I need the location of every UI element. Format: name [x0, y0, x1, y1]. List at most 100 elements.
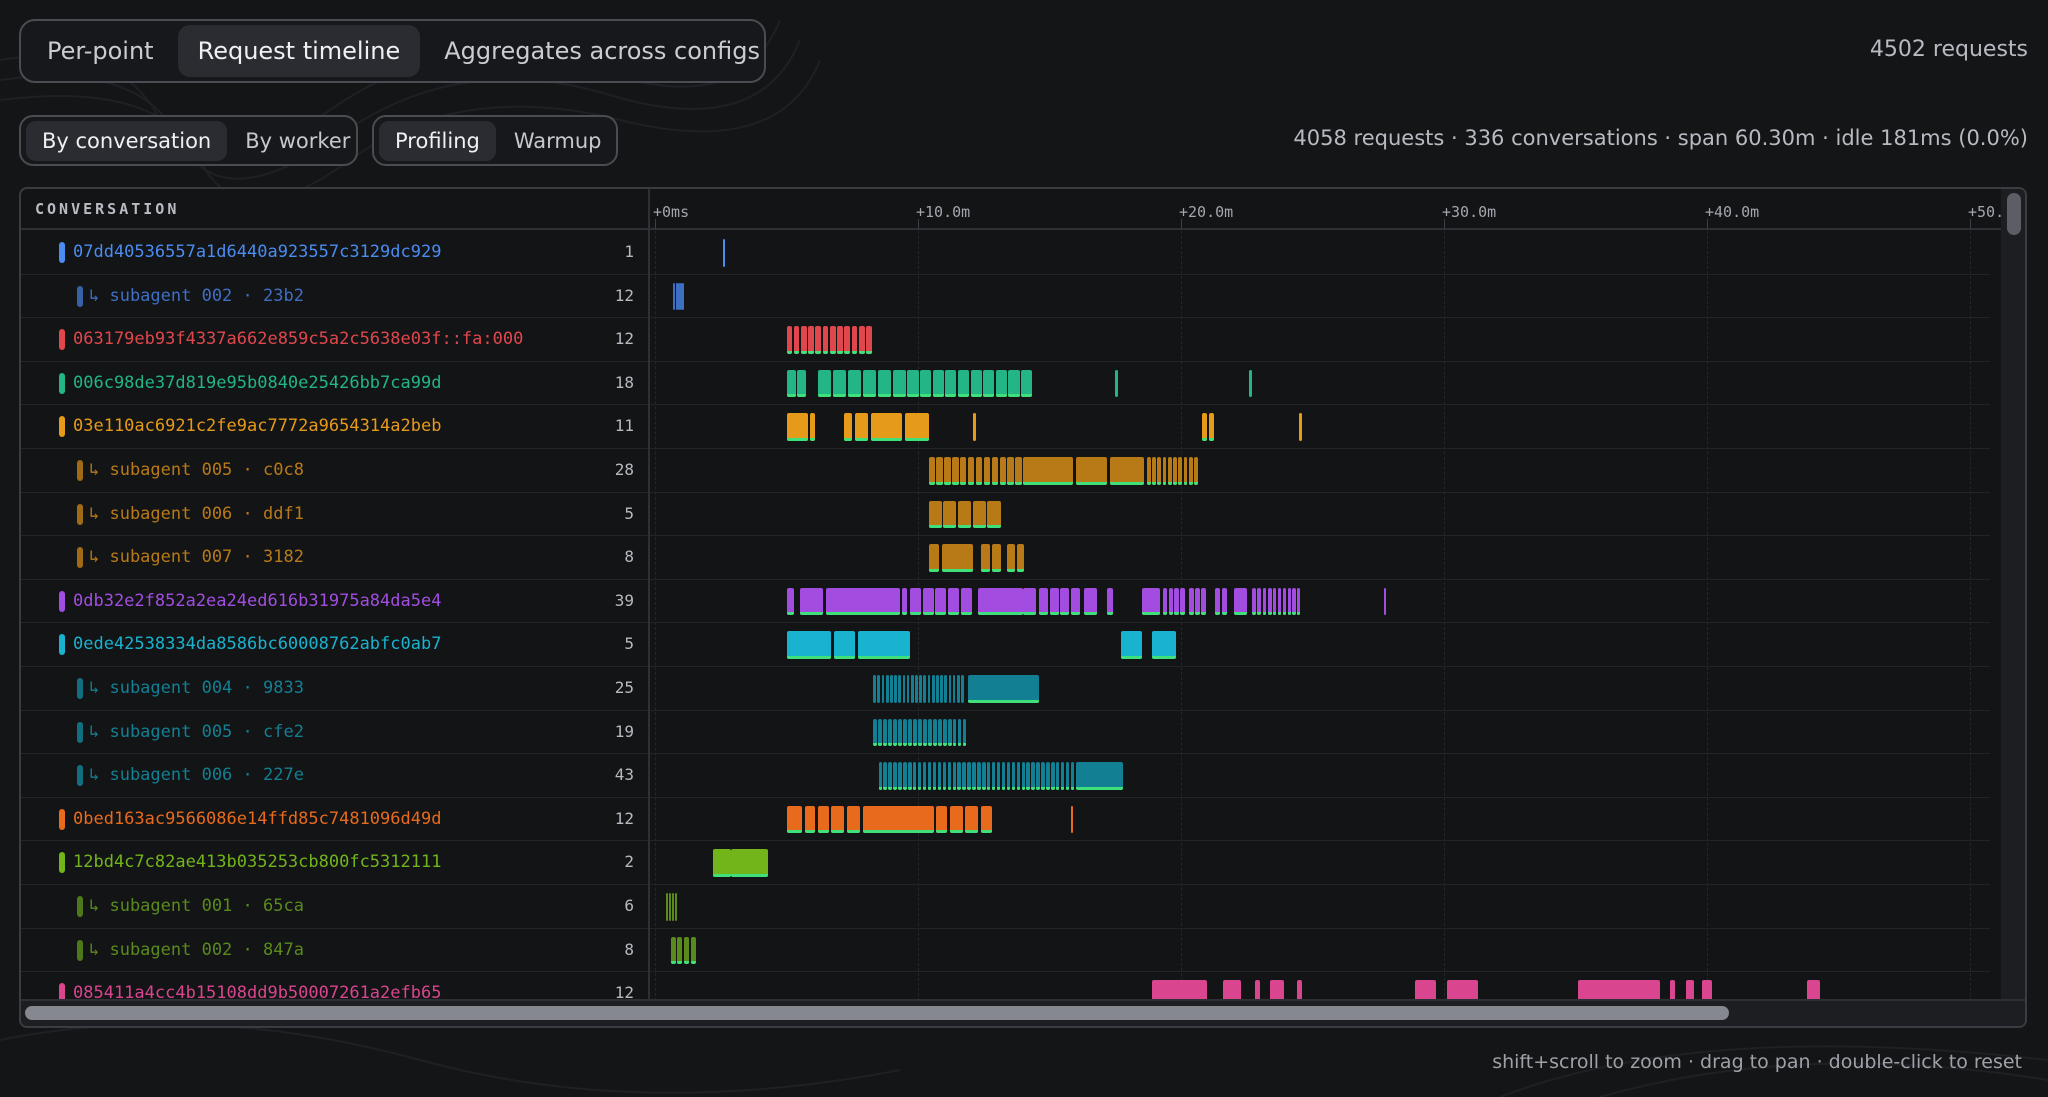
- request-bar[interactable]: [928, 544, 940, 572]
- request-bar[interactable]: [1249, 369, 1252, 398]
- subagent-row[interactable]: ↳ subagent 001 · 65ca 6: [21, 885, 648, 929]
- request-bar[interactable]: [1021, 369, 1033, 398]
- request-bar[interactable]: [943, 500, 957, 529]
- request-bar[interactable]: [1167, 457, 1172, 485]
- request-bar[interactable]: [877, 675, 881, 703]
- request-bar[interactable]: [675, 282, 678, 311]
- request-bar[interactable]: [1806, 980, 1821, 1001]
- request-bar[interactable]: [938, 718, 942, 747]
- request-bar[interactable]: [893, 762, 897, 790]
- tab-per-point[interactable]: Per-point: [47, 37, 154, 65]
- request-bar[interactable]: [883, 718, 887, 747]
- request-bar[interactable]: [818, 805, 829, 834]
- request-bar[interactable]: [1016, 544, 1025, 572]
- request-bar[interactable]: [1299, 413, 1302, 441]
- conversation-row[interactable]: 006c98de37d819e95b0840e25426bb7ca99d 18: [21, 362, 648, 406]
- subagent-row[interactable]: ↳ subagent 002 · 23b2 12: [21, 275, 648, 319]
- request-bar[interactable]: [1056, 762, 1060, 790]
- request-bar[interactable]: [808, 326, 814, 354]
- request-bar[interactable]: [1120, 631, 1142, 659]
- request-bar[interactable]: [902, 587, 908, 616]
- request-bar[interactable]: [1152, 631, 1176, 659]
- request-bar[interactable]: [918, 718, 922, 747]
- request-bar[interactable]: [953, 718, 957, 747]
- request-bar[interactable]: [967, 762, 971, 790]
- request-bar[interactable]: [681, 282, 684, 311]
- request-bar[interactable]: [1023, 587, 1037, 616]
- request-bar[interactable]: [961, 675, 964, 703]
- request-bar[interactable]: [1223, 980, 1242, 1001]
- request-bar[interactable]: [1051, 762, 1055, 790]
- request-bar[interactable]: [928, 718, 932, 747]
- request-bar[interactable]: [902, 675, 906, 703]
- request-bar[interactable]: [1008, 369, 1020, 398]
- request-bar[interactable]: [1109, 457, 1145, 485]
- request-bar[interactable]: [983, 457, 991, 485]
- conversation-row[interactable]: 0bed163ac9566086e14ffd85c7481096d49d 12: [21, 798, 648, 842]
- subagent-row[interactable]: ↳ subagent 006 · 227e 43: [21, 754, 648, 798]
- request-bar[interactable]: [1031, 762, 1035, 790]
- request-bar[interactable]: [786, 413, 808, 441]
- request-bar[interactable]: [1297, 587, 1301, 616]
- request-bar[interactable]: [898, 675, 902, 703]
- request-bar[interactable]: [786, 369, 796, 398]
- request-bar[interactable]: [983, 369, 995, 398]
- request-bar[interactable]: [1180, 587, 1185, 616]
- request-bar[interactable]: [936, 805, 947, 834]
- request-bar[interactable]: [1046, 762, 1050, 790]
- request-bar[interactable]: [1273, 587, 1277, 616]
- request-bar[interactable]: [883, 762, 887, 790]
- request-bar[interactable]: [957, 762, 961, 790]
- request-bar[interactable]: [933, 718, 937, 747]
- request-bar[interactable]: [1282, 587, 1286, 616]
- request-bar[interactable]: [923, 675, 927, 703]
- request-bar[interactable]: [970, 369, 982, 398]
- request-bar[interactable]: [810, 413, 816, 441]
- request-bar[interactable]: [1277, 587, 1282, 616]
- request-bar[interactable]: [913, 718, 917, 747]
- request-bar[interactable]: [957, 369, 970, 398]
- horizontal-scrollbar[interactable]: [21, 999, 2025, 1026]
- request-bar[interactable]: [904, 413, 929, 441]
- request-bar[interactable]: [1262, 587, 1267, 616]
- request-bar[interactable]: [1038, 587, 1048, 616]
- request-bar[interactable]: [818, 369, 832, 398]
- request-bar[interactable]: [786, 805, 803, 834]
- conversation-row[interactable]: 0ede42538334da8586bc60008762abfc0ab7 5: [21, 623, 648, 667]
- tab-request-timeline[interactable]: Request timeline: [177, 25, 421, 77]
- request-bar[interactable]: [1195, 587, 1200, 616]
- request-bar[interactable]: [690, 936, 696, 965]
- request-bar[interactable]: [927, 675, 931, 703]
- request-bar[interactable]: [878, 718, 882, 747]
- request-bar[interactable]: [973, 413, 976, 441]
- request-bar[interactable]: [991, 457, 998, 485]
- request-bar[interactable]: [888, 762, 892, 790]
- request-bar[interactable]: [962, 762, 966, 790]
- conversation-row[interactable]: 063179eb93f4337a662e859c5a2c5638e03f::fa…: [21, 318, 648, 362]
- request-bar[interactable]: [844, 413, 853, 441]
- request-bar[interactable]: [981, 805, 992, 834]
- request-bar[interactable]: [894, 675, 897, 703]
- request-bar[interactable]: [857, 631, 911, 659]
- request-bar[interactable]: [1157, 457, 1162, 485]
- request-bar[interactable]: [1007, 457, 1014, 485]
- request-bar[interactable]: [952, 762, 956, 790]
- request-bar[interactable]: [786, 326, 793, 354]
- request-bar[interactable]: [797, 369, 807, 398]
- request-bar[interactable]: [932, 369, 944, 398]
- by-worker-button[interactable]: By worker: [245, 128, 351, 153]
- request-bar[interactable]: [972, 500, 986, 529]
- request-bar[interactable]: [723, 239, 726, 267]
- request-bar[interactable]: [937, 762, 942, 790]
- request-bar[interactable]: [972, 762, 976, 790]
- request-bar[interactable]: [948, 675, 952, 703]
- request-bar[interactable]: [831, 805, 845, 834]
- request-bar[interactable]: [919, 675, 922, 703]
- request-bar[interactable]: [913, 762, 917, 790]
- subagent-row[interactable]: ↳ subagent 002 · 847a 8: [21, 929, 648, 973]
- request-bar[interactable]: [1174, 587, 1179, 616]
- request-bar[interactable]: [918, 762, 922, 790]
- request-bar[interactable]: [786, 587, 795, 616]
- request-bar[interactable]: [1178, 457, 1183, 485]
- request-bar[interactable]: [1075, 762, 1124, 790]
